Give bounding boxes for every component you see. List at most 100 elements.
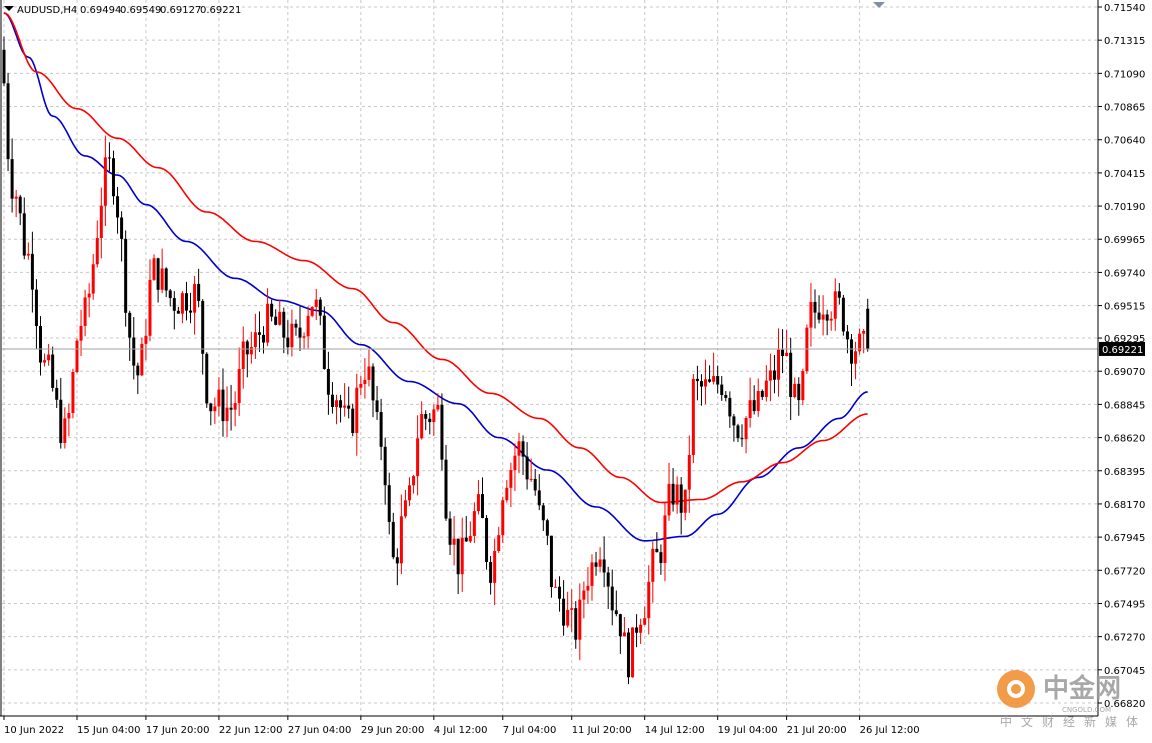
candle-body-bull [643, 618, 647, 625]
candle-body-bull [586, 585, 590, 591]
candle-body-bear [262, 334, 266, 343]
candle-body-bear [720, 384, 724, 396]
candle-body-bear [205, 353, 209, 404]
candle-body-bull [144, 335, 148, 344]
candle-body-bear [294, 323, 298, 328]
candle-body-bull [217, 389, 221, 407]
x-tick-label: 26 Jul 12:00 [860, 725, 920, 736]
candle-body-bear [6, 83, 10, 160]
candle-body-bear [184, 293, 188, 311]
candle-body-bull [306, 315, 310, 337]
candle-body-bear [298, 327, 302, 338]
candle-body-bear [679, 484, 683, 513]
x-tick-label: 4 Jul 12:00 [434, 725, 488, 736]
candle-body-bear [55, 387, 59, 400]
candle-body-bull [570, 608, 574, 610]
candle-body-bull [412, 476, 416, 486]
y-tick-label: 0.68845 [1104, 400, 1145, 411]
candle-body-bear [837, 291, 841, 298]
candle-body-bull [862, 330, 866, 334]
candle-body-bull [180, 293, 184, 314]
candle-body-bear [866, 308, 870, 349]
candle-body-bear [371, 366, 375, 401]
close-value: 0.69221 [200, 5, 241, 16]
candle-body-bull [756, 390, 760, 411]
candle-body-bull [675, 484, 679, 505]
candle-body-bull [505, 487, 509, 501]
candle-body-bear [606, 572, 610, 587]
candle-body-bear [286, 337, 290, 348]
candle-body-bear [732, 416, 736, 426]
collapse-arrow-icon[interactable] [4, 6, 14, 11]
watermark-domain: CNGOLD.COM [1062, 706, 1111, 714]
candle-body-bull [651, 548, 655, 582]
candle-body-bear [594, 562, 598, 567]
candle-body-bull [314, 299, 318, 307]
candle-body-bear [659, 552, 663, 563]
candle-body-bull [468, 535, 472, 542]
candle-body-bull [399, 516, 403, 564]
y-tick-label: 0.70190 [1104, 202, 1145, 213]
candle-body-bear [671, 483, 675, 505]
candle-body-bear [330, 394, 334, 407]
x-tick-label: 22 Jun 12:00 [219, 725, 283, 736]
candle-body-bear [2, 49, 6, 84]
candle-body-bear [772, 370, 776, 380]
candle-body-bull [79, 325, 83, 341]
candle-body-bear [655, 548, 659, 553]
candle-body-bear [156, 258, 160, 290]
candle-body-bull [622, 632, 626, 637]
candle-body-bear [699, 381, 703, 387]
candle-body-bear [387, 485, 391, 522]
candle-body-bull [748, 400, 752, 419]
candle-body-bear [525, 456, 529, 480]
candle-body-bear [541, 505, 545, 521]
candle-body-bull [493, 551, 497, 583]
candle-body-bear [59, 399, 63, 443]
candle-body-bull [14, 196, 18, 199]
candle-body-bear [485, 517, 489, 562]
symbol-label: AUDUSD,H4 [17, 5, 77, 16]
y-tick-label: 0.71540 [1104, 3, 1145, 14]
candle-body-bear [229, 407, 233, 410]
candle-body-bull [408, 485, 411, 501]
candle-body-bear [326, 368, 330, 395]
candle-body-bear [736, 425, 740, 439]
candle-body-bull [582, 590, 586, 600]
candle-body-bull [416, 438, 420, 477]
candle-body-bull [452, 538, 456, 545]
x-tick-label: 29 Jun 20:00 [361, 725, 425, 736]
candle-body-bull [99, 205, 103, 239]
candle-body-bull [432, 409, 436, 423]
candle-body-bear [424, 414, 428, 419]
candle-body-bull [687, 455, 691, 490]
candle-body-bear [38, 326, 42, 363]
y-tick-label: 0.67270 [1104, 633, 1145, 644]
candle-body-bear [752, 400, 756, 411]
candle-body-bull [403, 500, 407, 517]
moving-averages [3, 12, 868, 542]
candle-body-bear [282, 311, 286, 338]
candle-body-bear [760, 390, 764, 397]
candle-body-bull [764, 380, 768, 397]
shift-marker-icon[interactable] [873, 2, 885, 8]
x-tick-label: 15 Jun 04:00 [77, 725, 141, 736]
candle-body-bull [667, 483, 671, 516]
candle-body-bear [111, 158, 115, 197]
candle-body-bear [221, 389, 225, 422]
y-tick-label: 0.66820 [1104, 699, 1145, 710]
y-tick-label: 0.69515 [1104, 302, 1145, 313]
candle-body-bull [266, 303, 270, 343]
candle-body-bull [639, 624, 643, 633]
candle-body-bull [647, 581, 651, 619]
candle-body-bear [391, 521, 395, 558]
candle-body-bull [801, 371, 805, 401]
candle-body-bear [610, 586, 614, 611]
candle-body-bear [440, 404, 444, 460]
candle-body-bull [95, 238, 99, 265]
candle-body-bear [849, 339, 853, 364]
candle-body-bear [724, 395, 728, 398]
watermark-slogan: 中文财经新媒体 [1000, 714, 1147, 729]
